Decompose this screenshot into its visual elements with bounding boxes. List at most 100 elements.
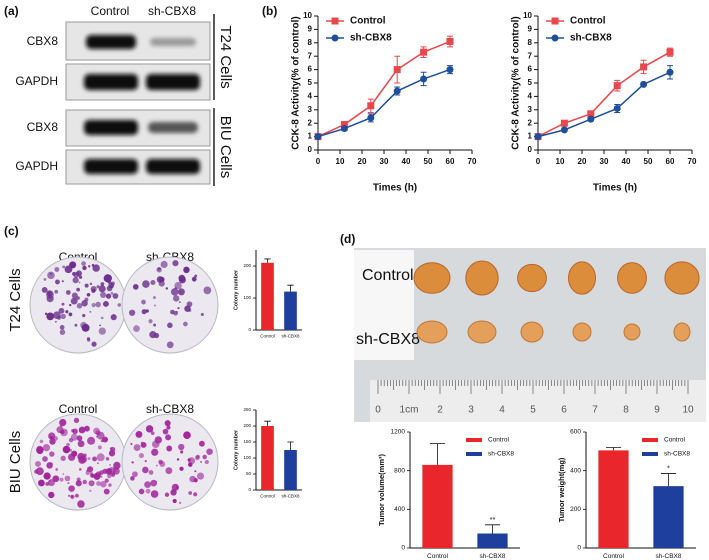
colony xyxy=(178,301,181,304)
tumor xyxy=(413,262,451,294)
colony xyxy=(42,456,48,462)
y-tick-label: 10 xyxy=(303,11,312,20)
legend-swatch xyxy=(466,438,482,442)
colony xyxy=(109,464,111,466)
colony xyxy=(99,324,101,327)
colony xyxy=(60,455,66,461)
colony xyxy=(70,433,78,441)
colony xyxy=(131,461,134,464)
colony xyxy=(67,453,76,461)
y-axis-label: Tumor weight(mg) xyxy=(557,457,566,522)
ruler-label: 8 xyxy=(623,405,629,416)
colony xyxy=(96,481,101,486)
x-tick-label: sh-CBX8 xyxy=(479,553,505,560)
colony xyxy=(191,276,197,282)
colony xyxy=(195,454,200,459)
y-tick-label: 200 xyxy=(570,506,581,513)
colony xyxy=(72,428,78,435)
y-tick-label: 50 xyxy=(246,471,252,476)
marker xyxy=(314,133,322,141)
colony xyxy=(60,429,65,435)
colony xyxy=(82,265,87,271)
marker xyxy=(551,34,559,42)
colony xyxy=(152,296,156,300)
legend-label: sh-CBX8 xyxy=(350,33,392,44)
colony xyxy=(64,475,71,482)
colony xyxy=(178,443,185,451)
colony xyxy=(155,464,158,467)
blot-column: sh-CBX8 xyxy=(148,4,196,18)
colony xyxy=(166,425,171,430)
blot-group: BIU Cells xyxy=(217,116,234,179)
marker xyxy=(666,68,674,76)
colony xyxy=(165,467,173,475)
series-line xyxy=(537,71,671,138)
legend-label: Control xyxy=(350,16,386,27)
colony xyxy=(105,457,110,461)
colony xyxy=(92,456,98,462)
colony xyxy=(81,300,88,307)
colony xyxy=(59,325,65,330)
error-bar xyxy=(660,473,677,487)
colony xyxy=(96,431,105,440)
colony xyxy=(79,468,82,471)
colony xyxy=(68,485,75,492)
colony xyxy=(68,312,73,317)
colony xyxy=(176,458,180,461)
band xyxy=(86,35,136,49)
colony xyxy=(64,265,73,274)
colony xyxy=(76,303,83,309)
ruler-label: 2 xyxy=(437,405,443,416)
legend-swatch xyxy=(642,452,658,456)
colony xyxy=(44,312,48,316)
y-tick-label: 5 xyxy=(308,78,313,87)
colony xyxy=(100,282,105,286)
y-axis-label: Colony number xyxy=(233,429,239,470)
x-tick-label: 0 xyxy=(536,157,541,166)
x-tick-label: Control xyxy=(260,494,275,499)
photo-row: sh-CBX8 xyxy=(356,331,420,348)
colony xyxy=(75,480,82,487)
colony xyxy=(206,448,213,456)
panel-label: (c) xyxy=(4,224,19,238)
colony xyxy=(162,428,169,435)
x-tick-label: sh-CBX8 xyxy=(655,553,681,560)
colony xyxy=(76,477,81,482)
colony xyxy=(69,303,72,307)
colony xyxy=(128,309,136,316)
photo-row: Control xyxy=(362,267,414,284)
colony xyxy=(73,417,80,424)
colony xyxy=(96,453,105,462)
legend-label: sh-CBX8 xyxy=(570,33,612,44)
x-tick-label: 40 xyxy=(402,157,411,166)
colony xyxy=(154,436,162,444)
x-tick-label: Control xyxy=(427,553,449,560)
blot-row: CBX8 xyxy=(27,120,59,134)
colony xyxy=(47,479,55,487)
colony xyxy=(95,301,101,308)
y-tick-label: 6 xyxy=(528,65,533,74)
colony xyxy=(65,290,71,295)
colony xyxy=(72,277,79,284)
colony xyxy=(150,431,155,436)
colony xyxy=(76,296,80,300)
colony xyxy=(49,451,55,457)
colony xyxy=(166,341,174,349)
y-tick-label: 0 xyxy=(401,545,405,552)
colony xyxy=(76,287,80,292)
bar xyxy=(261,262,274,330)
error-bar xyxy=(287,441,294,450)
y-tick-label: 8 xyxy=(308,38,313,47)
x-tick-label: 30 xyxy=(600,157,609,166)
colony xyxy=(193,492,198,497)
colony xyxy=(99,470,104,475)
blot-row: GAPDH xyxy=(15,74,58,88)
colony xyxy=(90,286,97,293)
ruler-label: 7 xyxy=(592,405,598,416)
colony xyxy=(68,443,71,446)
x-tick-label: 70 xyxy=(468,157,477,166)
colony xyxy=(91,303,96,308)
x-tick-label: 40 xyxy=(622,157,631,166)
error-bar xyxy=(484,524,501,534)
colony xyxy=(130,443,133,446)
